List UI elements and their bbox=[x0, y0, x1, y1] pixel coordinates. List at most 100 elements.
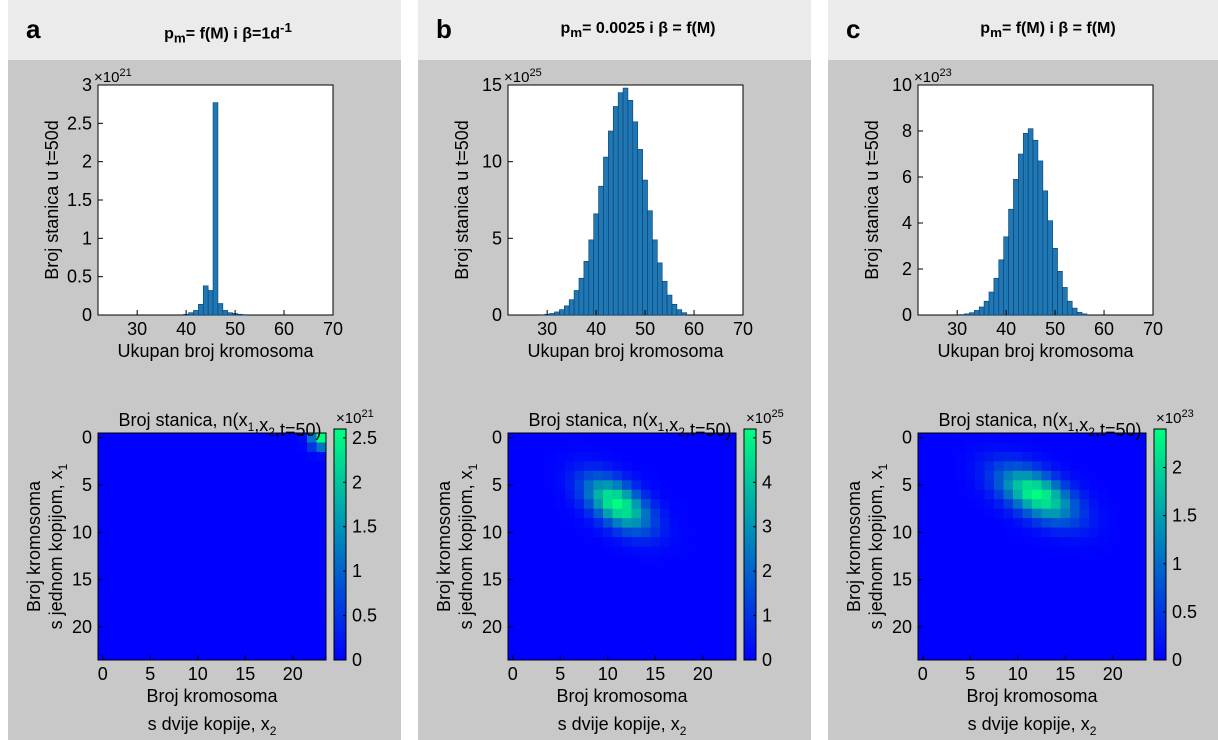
heatmap-cell bbox=[688, 527, 699, 538]
heatmap-cell bbox=[1060, 622, 1071, 633]
heatmap-cell bbox=[631, 461, 642, 472]
heatmap-cell bbox=[546, 527, 556, 538]
heatmap-cell bbox=[1041, 451, 1052, 462]
heatmap-cell bbox=[946, 650, 957, 661]
heatmap-xtick-label: 5 bbox=[555, 664, 565, 684]
heatmap-cell bbox=[1041, 433, 1052, 443]
heatmap-cell bbox=[555, 480, 566, 491]
heatmap-cell bbox=[650, 470, 661, 481]
heatmap-cell bbox=[126, 546, 137, 557]
heatmap-cell bbox=[1089, 612, 1099, 623]
heatmap-cell bbox=[1079, 584, 1090, 595]
heatmap-cell bbox=[250, 603, 260, 614]
panel-header: c pm= f(M) i β = f(M) bbox=[828, 0, 1218, 60]
heatmap-cell bbox=[536, 622, 547, 633]
heatmap-cell bbox=[994, 650, 1004, 661]
heatmap-cell bbox=[927, 442, 938, 453]
heatmap-cell bbox=[508, 499, 518, 510]
histogram-xtick-label: 50 bbox=[635, 319, 655, 339]
heatmap-cell bbox=[688, 470, 699, 481]
heatmap-cell bbox=[1079, 442, 1090, 453]
histogram-ytick-label: 6 bbox=[902, 167, 912, 187]
heatmap-cell bbox=[508, 603, 518, 614]
heatmap-cell bbox=[240, 555, 251, 566]
heatmap-cell bbox=[984, 574, 995, 585]
heatmap-xlabel-line2: s dvije kopije, x2 bbox=[148, 714, 277, 738]
heatmap-cell bbox=[555, 612, 566, 623]
heatmap-cell bbox=[1136, 565, 1147, 576]
heatmap-cell bbox=[136, 527, 146, 538]
heatmap-cell bbox=[975, 489, 985, 500]
heatmap-cell bbox=[956, 565, 966, 576]
heatmap-cell bbox=[956, 489, 966, 500]
heatmap-cell bbox=[918, 631, 928, 642]
heatmap-cell bbox=[1070, 584, 1080, 595]
heatmap-cell bbox=[174, 565, 184, 576]
heatmap-cell bbox=[288, 546, 298, 557]
heatmap-cell bbox=[221, 622, 232, 633]
heatmap-title: Broj stanica, n(x1,x2,t=50) bbox=[529, 410, 732, 440]
colorbar-exponent-label: ×1023 bbox=[1156, 408, 1194, 427]
heatmap-cell bbox=[1108, 508, 1118, 519]
colorbar-exponent-label: ×1025 bbox=[746, 408, 784, 427]
heatmap-cell bbox=[117, 499, 127, 510]
heatmap-cell bbox=[1070, 612, 1080, 623]
heatmap-cell bbox=[164, 622, 175, 633]
histogram-bar bbox=[578, 277, 585, 316]
histogram-xlabel: Ukupan broj kromosoma bbox=[937, 341, 1134, 361]
heatmap-cell bbox=[593, 480, 604, 491]
heatmap-cell bbox=[136, 612, 146, 623]
heatmap-cell bbox=[145, 527, 156, 538]
heatmap-cell bbox=[574, 433, 585, 443]
heatmap-cell bbox=[622, 537, 632, 547]
heatmap-cell bbox=[937, 489, 947, 500]
heatmap-cell bbox=[1098, 631, 1109, 642]
heatmap-cell bbox=[259, 480, 270, 491]
heatmap-cell bbox=[631, 433, 642, 443]
heatmap-cell bbox=[1079, 565, 1090, 576]
heatmap-cell bbox=[1041, 461, 1052, 472]
heatmap-cell bbox=[688, 461, 699, 472]
heatmap-cell bbox=[1022, 499, 1033, 510]
histogram-bar bbox=[1013, 179, 1019, 316]
histogram-bar bbox=[593, 213, 599, 316]
heatmap-cell bbox=[183, 518, 194, 529]
heatmap-cell bbox=[584, 527, 594, 538]
heatmap-cell bbox=[1060, 508, 1071, 519]
heatmap-cell bbox=[593, 451, 604, 462]
heatmap-cell bbox=[918, 546, 928, 557]
heatmap-cell bbox=[1127, 631, 1137, 642]
heatmap-cell bbox=[612, 593, 623, 604]
heatmap-cell bbox=[1117, 584, 1128, 595]
heatmap-cell bbox=[1127, 574, 1137, 585]
heatmap-cell bbox=[698, 574, 708, 585]
heatmap-cell bbox=[650, 584, 661, 595]
heatmap-cell bbox=[669, 537, 680, 547]
heatmap-cell bbox=[1032, 433, 1042, 443]
heatmap-cell bbox=[660, 584, 670, 595]
heatmap-cell bbox=[660, 612, 670, 623]
heatmap-cell bbox=[1060, 631, 1071, 642]
heatmap-cell bbox=[155, 555, 165, 566]
heatmap-cell bbox=[1032, 537, 1042, 547]
heatmap-cell bbox=[650, 574, 661, 585]
heatmap-xtick-label: 5 bbox=[965, 664, 975, 684]
heatmap-cell bbox=[316, 631, 327, 642]
heatmap-cell bbox=[1079, 612, 1090, 623]
heatmap-cell bbox=[1117, 461, 1128, 472]
heatmap-cell bbox=[174, 499, 184, 510]
heatmap-cell bbox=[574, 574, 585, 585]
heatmap-cell bbox=[508, 612, 518, 623]
heatmap-cell bbox=[269, 631, 279, 642]
histogram-xtick-label: 40 bbox=[996, 319, 1016, 339]
heatmap-cell bbox=[1060, 499, 1071, 510]
heatmap-cell bbox=[126, 584, 137, 595]
heatmap-cell bbox=[1022, 508, 1033, 519]
heatmap-cell bbox=[221, 451, 232, 462]
heatmap-cell bbox=[603, 451, 613, 462]
heatmap-cell bbox=[288, 470, 298, 481]
heatmap-cell bbox=[612, 546, 623, 557]
heatmap-cell bbox=[622, 584, 632, 595]
heatmap-cell bbox=[288, 555, 298, 566]
heatmap-cell bbox=[155, 641, 165, 652]
